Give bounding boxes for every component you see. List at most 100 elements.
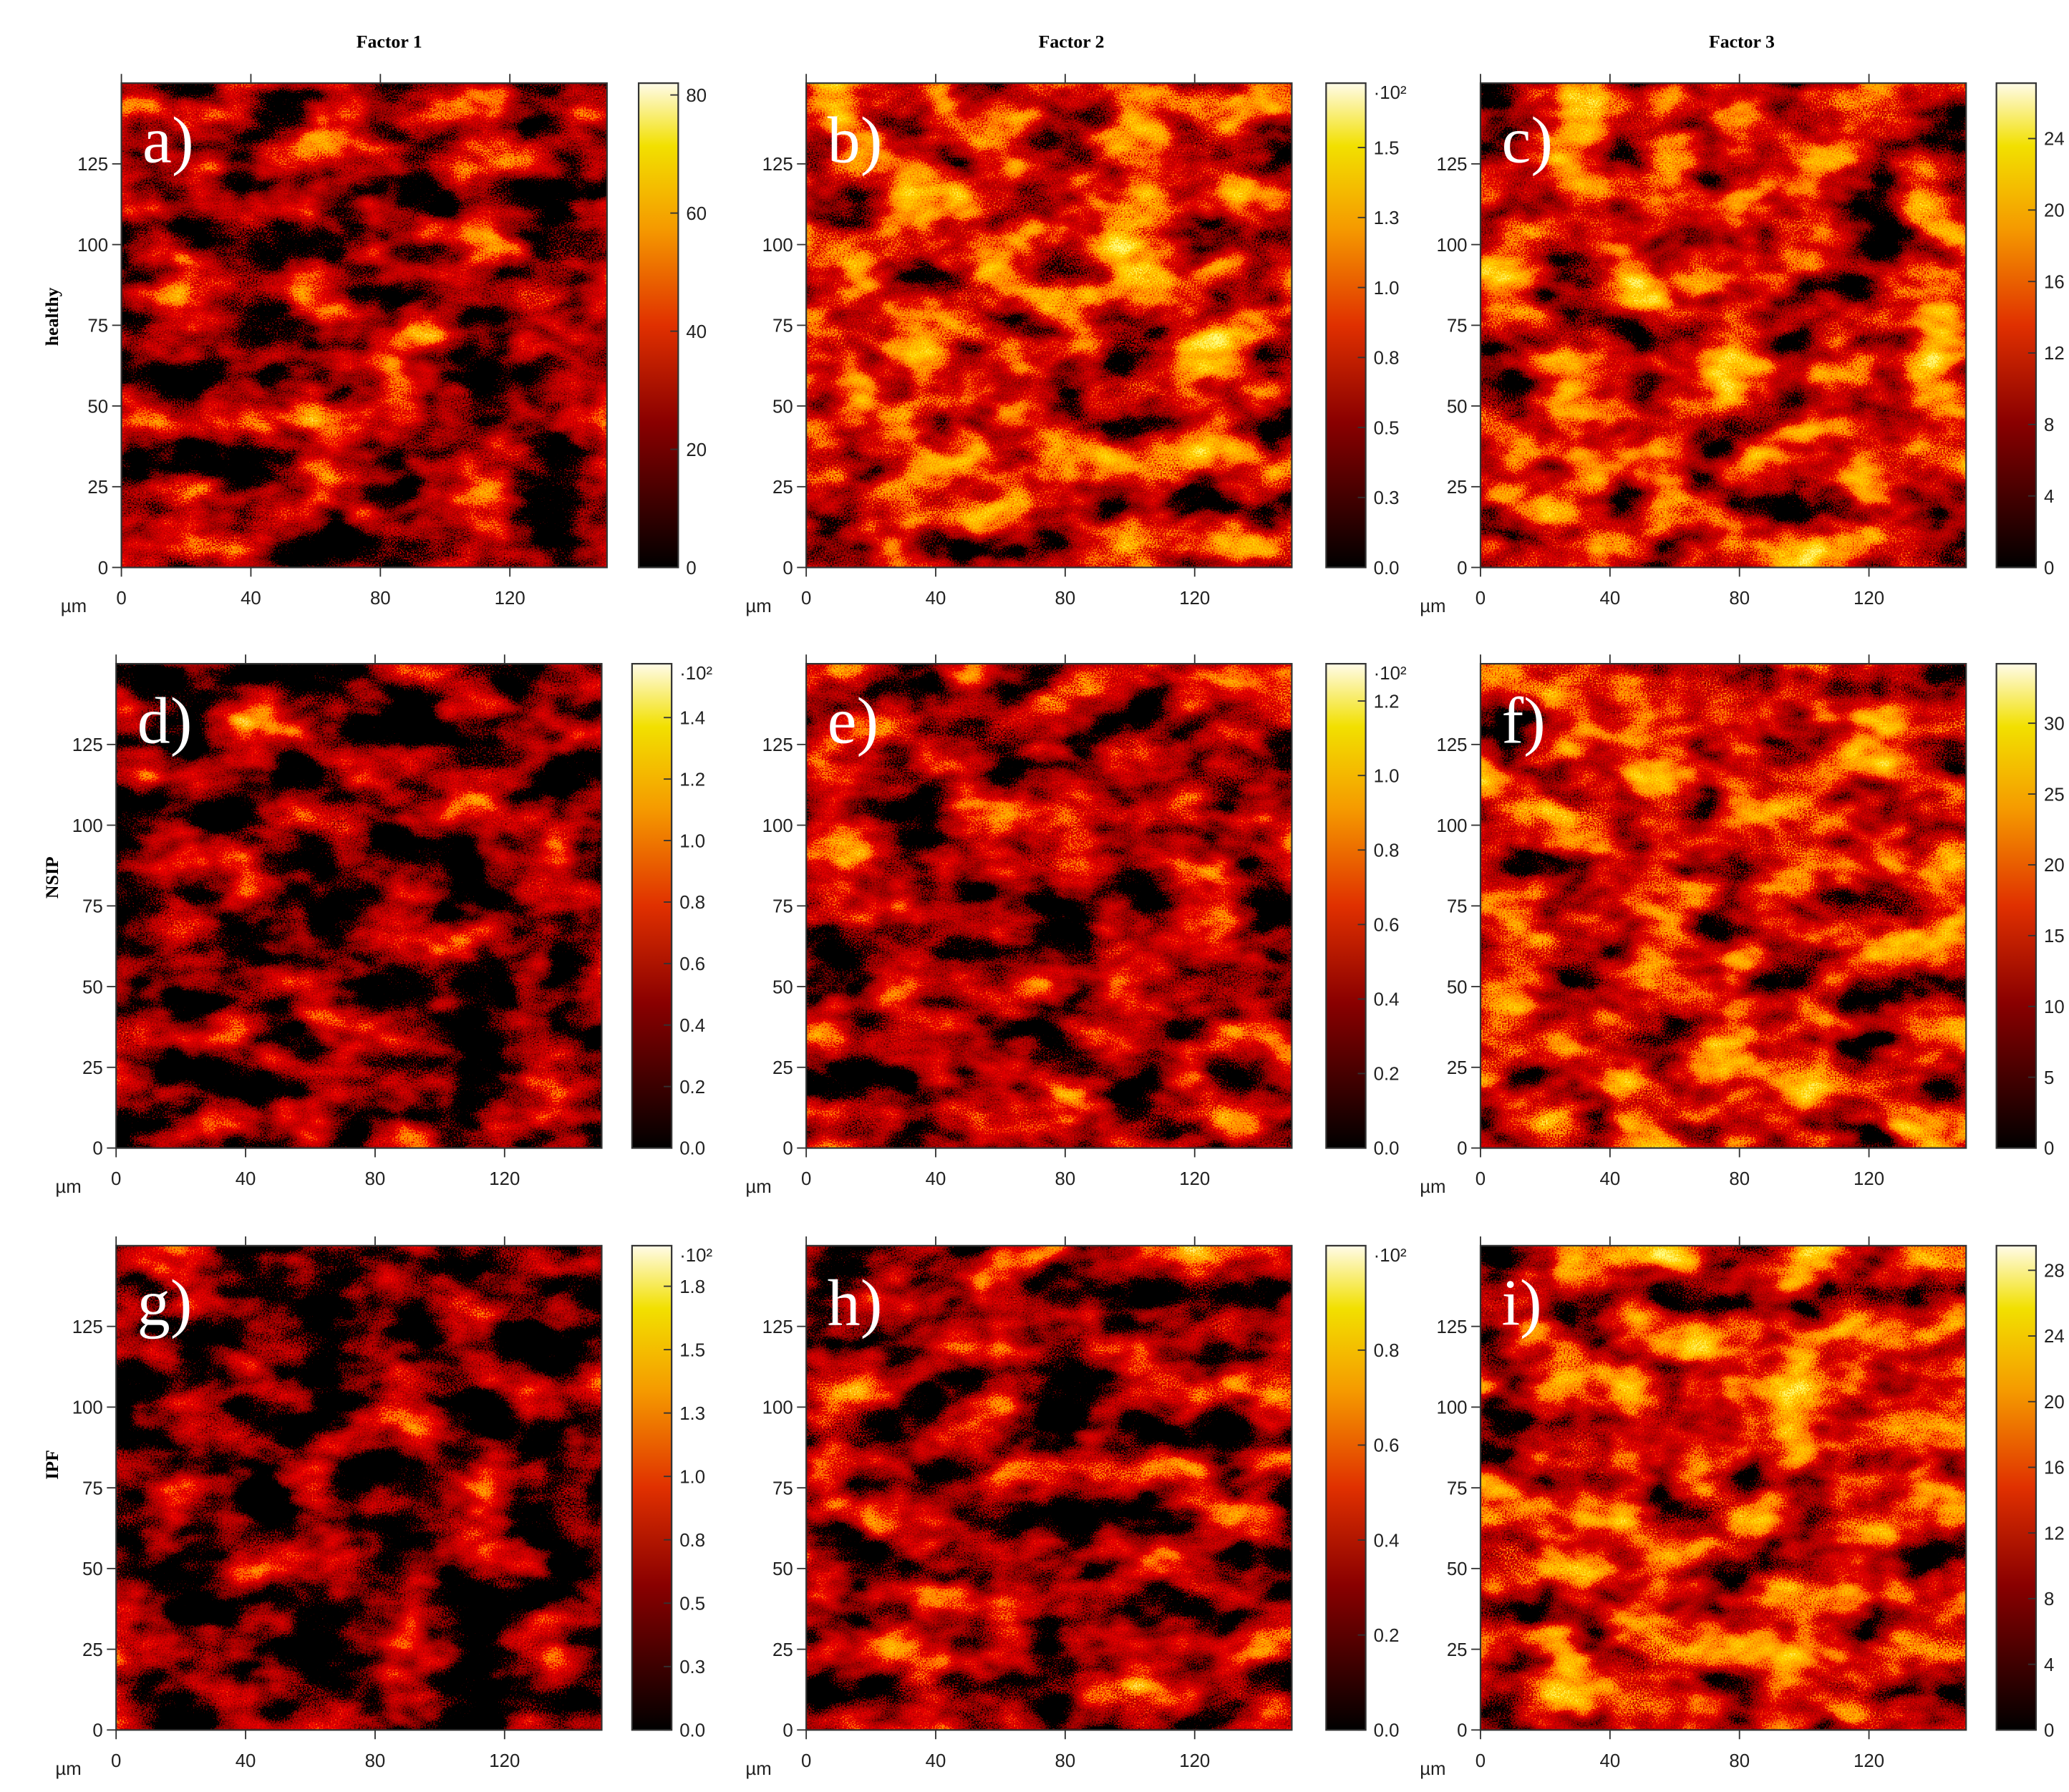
column-title: Factor 1 <box>357 31 422 52</box>
x-tick-label: 40 <box>241 589 261 609</box>
y-tick-label: 100 <box>762 236 793 256</box>
y-tick-label: 50 <box>82 1559 103 1579</box>
colorbar-tick-label: 5 <box>2044 1068 2054 1088</box>
y-tick-label: 125 <box>72 735 103 755</box>
y-tick-label: 75 <box>82 897 103 917</box>
y-tick-label: 50 <box>772 977 793 997</box>
column-title: Factor 3 <box>1709 31 1775 52</box>
colorbar-tick-label: 25 <box>2044 785 2065 805</box>
colorbar <box>1325 82 1367 568</box>
colorbar <box>1325 1244 1367 1731</box>
x-tick-label: 0 <box>116 589 126 609</box>
x-tick-label: 40 <box>1599 1169 1620 1189</box>
x-tick-label: 40 <box>1599 589 1620 609</box>
colorbar-tick-label: 1.4 <box>679 708 705 728</box>
y-tick-label: 0 <box>1457 1139 1467 1159</box>
colorbar-tick-label: 0.0 <box>679 1721 705 1741</box>
y-tick-label: 25 <box>1447 478 1468 498</box>
colorbar <box>1995 1244 2037 1731</box>
x-tick-label: 80 <box>1729 1169 1750 1189</box>
x-tick-label: 0 <box>801 589 811 609</box>
colorbar-tick-label: 8 <box>2044 415 2054 435</box>
x-tick-label: 0 <box>1476 589 1486 609</box>
colorbar-multiplier: ·10² <box>1374 83 1407 103</box>
heatmap-image <box>121 83 607 568</box>
y-tick-label: 75 <box>82 1478 103 1498</box>
panel-label: e) <box>828 684 879 757</box>
y-tick-label: 50 <box>772 397 793 417</box>
y-tick-label: 75 <box>1447 1478 1468 1498</box>
colorbar-tick-label: 20 <box>2044 201 2065 221</box>
x-axis-label: µm <box>55 1759 81 1779</box>
colorbar-tick-label: 0.3 <box>1374 488 1400 508</box>
y-tick-label: 50 <box>82 977 103 997</box>
colorbar-tick-label: 1.8 <box>679 1277 705 1297</box>
x-tick-label: 0 <box>801 1169 811 1189</box>
colorbar-tick-label: 0.4 <box>1374 990 1400 1010</box>
x-tick-label: 0 <box>1476 1751 1486 1771</box>
colorbar-tick-label: 1.2 <box>679 770 705 790</box>
colorbar-tick-label: 28 <box>2044 1261 2065 1282</box>
y-tick-label: 75 <box>1447 897 1468 917</box>
x-tick-label: 120 <box>1854 589 1884 609</box>
y-tick-label: 125 <box>1436 155 1467 175</box>
colorbar-tick-label: 0 <box>686 558 696 578</box>
colorbar-tick-label: 1.0 <box>679 831 705 851</box>
panel-label: a) <box>142 104 194 177</box>
x-tick-label: 120 <box>489 1169 520 1189</box>
y-tick-label: 0 <box>92 1139 102 1159</box>
colorbar-tick-label: 0.8 <box>1374 1341 1400 1361</box>
heatmap-image <box>116 1245 602 1730</box>
y-tick-label: 75 <box>772 316 793 336</box>
colorbar-tick-label: 0.0 <box>1374 558 1400 578</box>
colorbar-tick-label: 0.4 <box>679 1016 705 1036</box>
x-tick-label: 120 <box>1854 1751 1884 1771</box>
panel-label: g) <box>137 1266 193 1340</box>
colorbar-tick-label: 0.5 <box>679 1594 705 1614</box>
colorbar-tick-label: 80 <box>686 86 707 106</box>
y-tick-label: 125 <box>762 155 793 175</box>
y-tick-label: 125 <box>762 1317 793 1337</box>
y-tick-label: 50 <box>772 1559 793 1579</box>
row-label: IPF <box>42 1450 62 1480</box>
y-tick-label: 50 <box>1447 397 1468 417</box>
x-axis-label: µm <box>55 1177 81 1197</box>
x-axis-label: µm <box>1420 1177 1445 1197</box>
x-tick-label: 40 <box>1599 1751 1620 1771</box>
heatmap-image <box>116 664 602 1148</box>
colorbar-tick-label: 1.0 <box>1374 279 1400 299</box>
x-axis-label: µm <box>745 1759 771 1779</box>
colorbar-tick-label: 60 <box>686 204 707 224</box>
colorbar-tick-label: 12 <box>2044 1524 2065 1544</box>
colorbar-tick-label: 0.0 <box>1374 1139 1400 1159</box>
x-axis-label: µm <box>745 1177 771 1197</box>
y-tick-label: 0 <box>98 558 108 578</box>
colorbar-tick-label: 0.4 <box>1374 1531 1400 1551</box>
y-tick-label: 75 <box>772 897 793 917</box>
y-tick-label: 0 <box>1457 558 1467 578</box>
heatmap-image <box>1480 664 1967 1148</box>
panel-label: d) <box>137 684 193 757</box>
x-tick-label: 0 <box>1476 1169 1486 1189</box>
colorbar-tick-label: 0.8 <box>1374 349 1400 369</box>
y-tick-label: 125 <box>1436 735 1467 755</box>
y-tick-label: 0 <box>782 558 793 578</box>
y-tick-label: 50 <box>1447 977 1468 997</box>
x-tick-label: 120 <box>1179 1751 1210 1771</box>
x-tick-label: 80 <box>1055 589 1076 609</box>
y-tick-label: 100 <box>762 816 793 836</box>
colorbar-tick-label: 4 <box>2044 1655 2054 1675</box>
colorbar-tick-label: 0.6 <box>679 954 705 974</box>
colorbar-multiplier: ·10² <box>679 664 712 684</box>
colorbar <box>631 663 673 1149</box>
colorbar-tick-label: 0.2 <box>679 1077 705 1098</box>
y-tick-label: 100 <box>762 1398 793 1418</box>
colorbar <box>637 82 679 568</box>
x-tick-label: 0 <box>111 1169 121 1189</box>
y-tick-label: 0 <box>782 1721 793 1741</box>
x-tick-label: 80 <box>1055 1751 1076 1771</box>
x-tick-label: 80 <box>1055 1169 1076 1189</box>
y-tick-label: 25 <box>772 478 793 498</box>
